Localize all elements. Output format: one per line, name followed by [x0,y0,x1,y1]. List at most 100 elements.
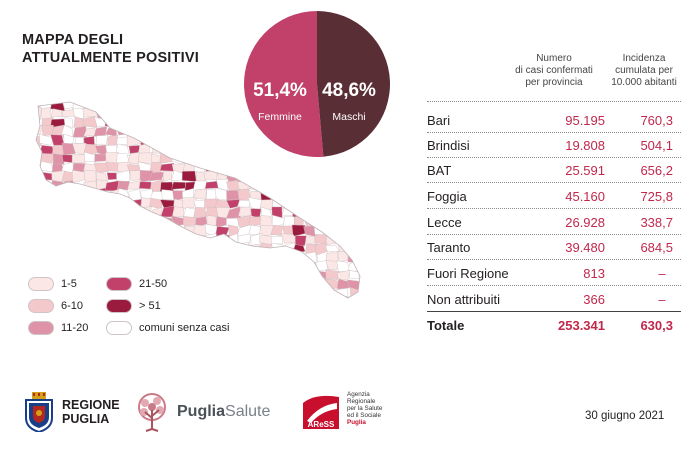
map-municipality-cell [64,116,74,128]
aress-mark-text: AReSS [308,420,335,429]
map-municipality-cell [360,207,370,218]
map-municipality-cell [162,260,175,272]
map-municipality-cell [248,251,263,264]
map-municipality-cell [324,102,338,111]
map-municipality-cell [116,136,129,145]
puglia-salute-bold: Puglia [177,403,226,420]
map-municipality-cell [60,226,75,237]
map-municipality-cell [193,287,208,298]
incidence-value: 684,5 [640,240,673,255]
map-municipality-cell [270,117,285,129]
map-municipality-cell [94,153,110,162]
map-municipality-cell [126,117,141,127]
map-municipality-cell [127,107,141,121]
map-municipality-cell [116,225,131,238]
map-municipality-cell [83,271,98,282]
header-cases-line: di casi confermati [515,65,593,76]
map-municipality-cell [138,227,151,234]
map-municipality-cell [226,287,239,298]
cases-value: 26.928 [565,215,605,230]
map-municipality-cell [335,152,351,165]
map-municipality-cell [50,197,65,210]
map-municipality-cell [105,197,119,210]
map-municipality-cell [262,299,273,300]
map-municipality-cell [273,188,286,200]
map-municipality-cell [138,107,151,118]
map-municipality-cell [82,253,96,264]
map-municipality-cell [205,161,220,173]
row-divider [427,101,681,102]
map-municipality-cell [182,260,195,273]
map-municipality-cell [161,224,175,235]
title-line-2: ATTUALMENTE POSITIVI [22,50,199,66]
map-municipality-cell [359,124,360,139]
map-municipality-cell [359,116,360,128]
map-municipality-cell [36,252,44,261]
map-municipality-cell [291,188,304,201]
map-municipality-cell [325,269,341,280]
map-municipality-cell [72,241,86,254]
map-municipality-cell [216,135,228,146]
map-municipality-cell [72,250,86,264]
map-municipality-cell [194,134,207,146]
map-municipality-cell [36,245,43,255]
map-municipality-cell [160,297,175,298]
map-municipality-cell [107,134,118,147]
map-municipality-cell [271,161,283,173]
map-municipality-cell [272,109,285,120]
map-municipality-cell [38,199,55,209]
map-municipality-cell [326,207,341,219]
map-municipality-cell [226,199,241,209]
map-municipality-cell [359,286,360,298]
map-municipality-cell [182,197,197,209]
map-municipality-cell [281,252,294,264]
map-municipality-cell [349,270,360,280]
map-municipality-cell [347,216,360,229]
incidence-value: 725,8 [640,189,673,204]
cases-value: 813 [583,266,605,281]
map-municipality-cell [358,161,360,174]
map-municipality-cell [291,224,306,237]
map-municipality-cell [95,250,107,262]
map-municipality-cell [182,296,197,298]
map-municipality-cell [84,207,97,220]
map-municipality-cell [182,116,197,129]
map-municipality-cell [36,196,43,209]
aress-line: ed il Sociale [347,412,381,419]
map-municipality-cell [214,117,228,130]
map-municipality-cell [347,188,360,199]
map-municipality-cell [238,170,252,181]
map-municipality-cell [171,181,186,190]
map-municipality-cell [346,161,360,172]
map-municipality-cell [85,261,97,274]
header-cases-line: per provincia [525,77,583,88]
map-municipality-cell [205,270,218,282]
map-municipality-cell [247,116,261,129]
map-municipality-cell [151,118,165,126]
map-municipality-cell [138,125,153,138]
map-municipality-cell [83,180,97,192]
map-municipality-cell [358,251,360,263]
map-municipality-cell [315,299,328,300]
map-municipality-cell [304,260,316,273]
map-municipality-cell [204,289,218,298]
map-municipality-cell [161,143,174,155]
map-municipality-cell [359,270,360,281]
map-municipality-cell [215,152,230,166]
map-municipality-cell [292,208,307,218]
map-municipality-cell [358,297,360,298]
map-municipality-cell [105,251,119,263]
map-municipality-cell [226,143,239,155]
map-municipality-cell [71,214,88,226]
map-municipality-cell [302,125,315,137]
map-municipality-cell [281,278,295,288]
map-municipality-cell [129,199,143,210]
male-label: Maschi [332,111,366,123]
map-municipality-cell [72,126,87,138]
map-municipality-cell [359,216,360,228]
map-municipality-cell [36,206,43,220]
map-municipality-cell [182,241,197,256]
aress-logo: AReSS Agenzia Regionale per la Salute ed… [301,391,417,431]
map-municipality-cell [336,206,351,219]
map-municipality-cell [216,243,229,255]
